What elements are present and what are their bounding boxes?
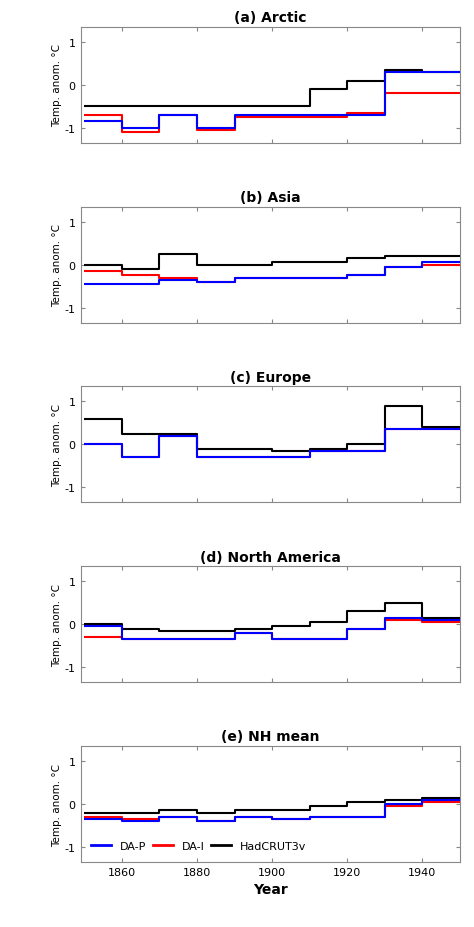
Title: (e) NH mean: (e) NH mean	[221, 730, 319, 743]
Title: (d) North America: (d) North America	[200, 550, 341, 564]
Title: (c) Europe: (c) Europe	[229, 371, 311, 385]
Title: (a) Arctic: (a) Arctic	[234, 11, 306, 25]
Y-axis label: Temp. anom. °C: Temp. anom. °C	[52, 403, 62, 487]
Y-axis label: Temp. anom. °C: Temp. anom. °C	[52, 224, 62, 307]
Legend: DA-P, DA-I, HadCRUT3v: DA-P, DA-I, HadCRUT3v	[86, 836, 310, 856]
Y-axis label: Temp. anom. °C: Temp. anom. °C	[52, 44, 62, 127]
Y-axis label: Temp. anom. °C: Temp. anom. °C	[52, 583, 62, 666]
Title: (b) Asia: (b) Asia	[240, 191, 301, 205]
Y-axis label: Temp. anom. °C: Temp. anom. °C	[52, 763, 62, 845]
X-axis label: Year: Year	[253, 883, 288, 896]
